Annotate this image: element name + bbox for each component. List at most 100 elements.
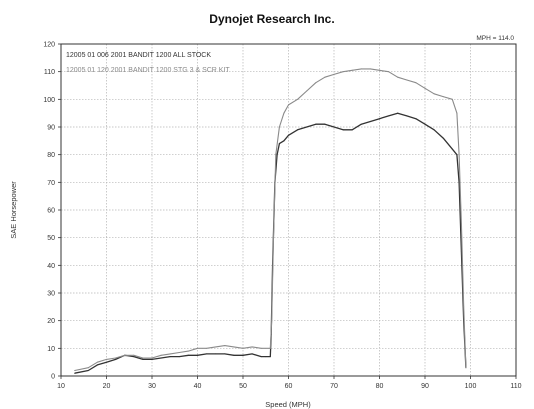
x-tick-label: 90 bbox=[421, 383, 429, 390]
data-point bbox=[197, 347, 198, 349]
data-point bbox=[424, 87, 426, 89]
y-tick-label: 30 bbox=[47, 291, 55, 298]
data-point bbox=[324, 123, 326, 125]
data-point bbox=[360, 123, 362, 125]
y-tick-label: 100 bbox=[43, 97, 55, 104]
data-point bbox=[442, 137, 444, 139]
data-point bbox=[96, 364, 98, 366]
data-point bbox=[306, 90, 308, 92]
y-tick-label: 120 bbox=[43, 42, 55, 49]
x-tick-label: 100 bbox=[465, 383, 477, 390]
y-tick-label: 20 bbox=[47, 318, 55, 325]
series-line-2 bbox=[74, 68, 467, 372]
data-point bbox=[424, 123, 426, 125]
data-point bbox=[397, 76, 399, 78]
data-point bbox=[306, 126, 308, 128]
data-point bbox=[74, 372, 76, 374]
data-point bbox=[415, 82, 417, 84]
data-point bbox=[283, 112, 285, 114]
data-point bbox=[451, 148, 453, 150]
legend-entry-2: 12005 01 120 2001 BANDIT 1200 STG 3 & SC… bbox=[66, 67, 230, 74]
data-point bbox=[106, 358, 107, 360]
data-point bbox=[251, 353, 253, 355]
y-axis-label: SAE Horsepower bbox=[9, 181, 18, 239]
data-point bbox=[278, 126, 280, 128]
data-point bbox=[442, 96, 444, 98]
y-tick-label: 50 bbox=[47, 235, 55, 242]
data-point bbox=[265, 356, 267, 358]
data-point bbox=[458, 154, 460, 156]
data-point bbox=[460, 223, 462, 225]
data-point bbox=[187, 350, 189, 352]
data-point bbox=[206, 353, 208, 355]
data-point bbox=[379, 69, 380, 71]
data-point bbox=[342, 71, 344, 73]
y-tick-label: 10 bbox=[47, 346, 55, 353]
data-point bbox=[224, 345, 226, 347]
data-point bbox=[224, 353, 226, 355]
x-tick-label: 60 bbox=[285, 383, 293, 390]
data-point bbox=[379, 118, 380, 120]
data-point bbox=[106, 361, 107, 363]
data-point bbox=[433, 129, 435, 131]
data-point bbox=[151, 358, 153, 360]
data-point bbox=[406, 79, 408, 81]
data-point bbox=[160, 357, 162, 359]
data-point bbox=[283, 140, 285, 142]
data-point bbox=[276, 154, 278, 156]
data-point bbox=[315, 82, 317, 84]
data-point bbox=[451, 98, 453, 100]
mph-annotation: MPH = 114.0 bbox=[476, 35, 514, 42]
data-point bbox=[288, 104, 289, 106]
data-point bbox=[333, 73, 335, 75]
chart-title: Dynojet Research Inc. bbox=[209, 12, 334, 26]
data-point bbox=[288, 134, 289, 136]
data-point bbox=[342, 129, 344, 131]
legend: 12005 01 006 2001 BANDIT 1200 ALL STOCK 1… bbox=[66, 52, 230, 74]
series-lines bbox=[74, 68, 467, 374]
data-point bbox=[151, 357, 153, 359]
data-point bbox=[260, 356, 262, 358]
y-tick-label: 0 bbox=[51, 374, 55, 381]
data-point bbox=[456, 112, 458, 114]
y-tick-label: 90 bbox=[47, 125, 55, 132]
y-tick-label: 110 bbox=[44, 69, 55, 76]
data-point bbox=[369, 120, 371, 122]
data-point bbox=[233, 354, 235, 356]
data-point bbox=[269, 347, 271, 349]
y-tick-label: 70 bbox=[47, 180, 55, 187]
data-point bbox=[115, 358, 117, 360]
data-point bbox=[124, 354, 126, 356]
data-point bbox=[275, 154, 277, 156]
data-point bbox=[96, 361, 98, 363]
data-point bbox=[74, 369, 76, 371]
data-point bbox=[278, 143, 280, 145]
x-tick-label: 10 bbox=[57, 383, 65, 390]
data-point bbox=[465, 367, 467, 369]
data-point bbox=[269, 356, 271, 358]
data-point bbox=[388, 115, 390, 117]
data-point bbox=[215, 346, 217, 348]
data-point bbox=[242, 354, 244, 356]
data-point bbox=[433, 93, 435, 95]
data-point bbox=[178, 351, 180, 353]
data-point bbox=[87, 367, 89, 369]
data-point bbox=[206, 347, 208, 349]
x-tick-label: 80 bbox=[376, 383, 384, 390]
data-point bbox=[87, 369, 89, 371]
data-point bbox=[351, 69, 353, 71]
grid-lines bbox=[61, 44, 516, 376]
data-point bbox=[324, 76, 326, 78]
data-point bbox=[133, 354, 135, 356]
axis-ticks: 10 20 30 40 50 60 70 80 90 100 1100102030405060708… bbox=[43, 42, 521, 391]
data-point bbox=[142, 357, 144, 359]
data-point bbox=[115, 357, 117, 359]
data-point bbox=[169, 356, 171, 358]
data-point bbox=[458, 181, 460, 183]
data-point bbox=[333, 126, 335, 128]
data-point bbox=[397, 112, 399, 114]
data-point bbox=[215, 353, 217, 355]
data-point bbox=[297, 129, 299, 131]
data-point bbox=[160, 354, 162, 356]
